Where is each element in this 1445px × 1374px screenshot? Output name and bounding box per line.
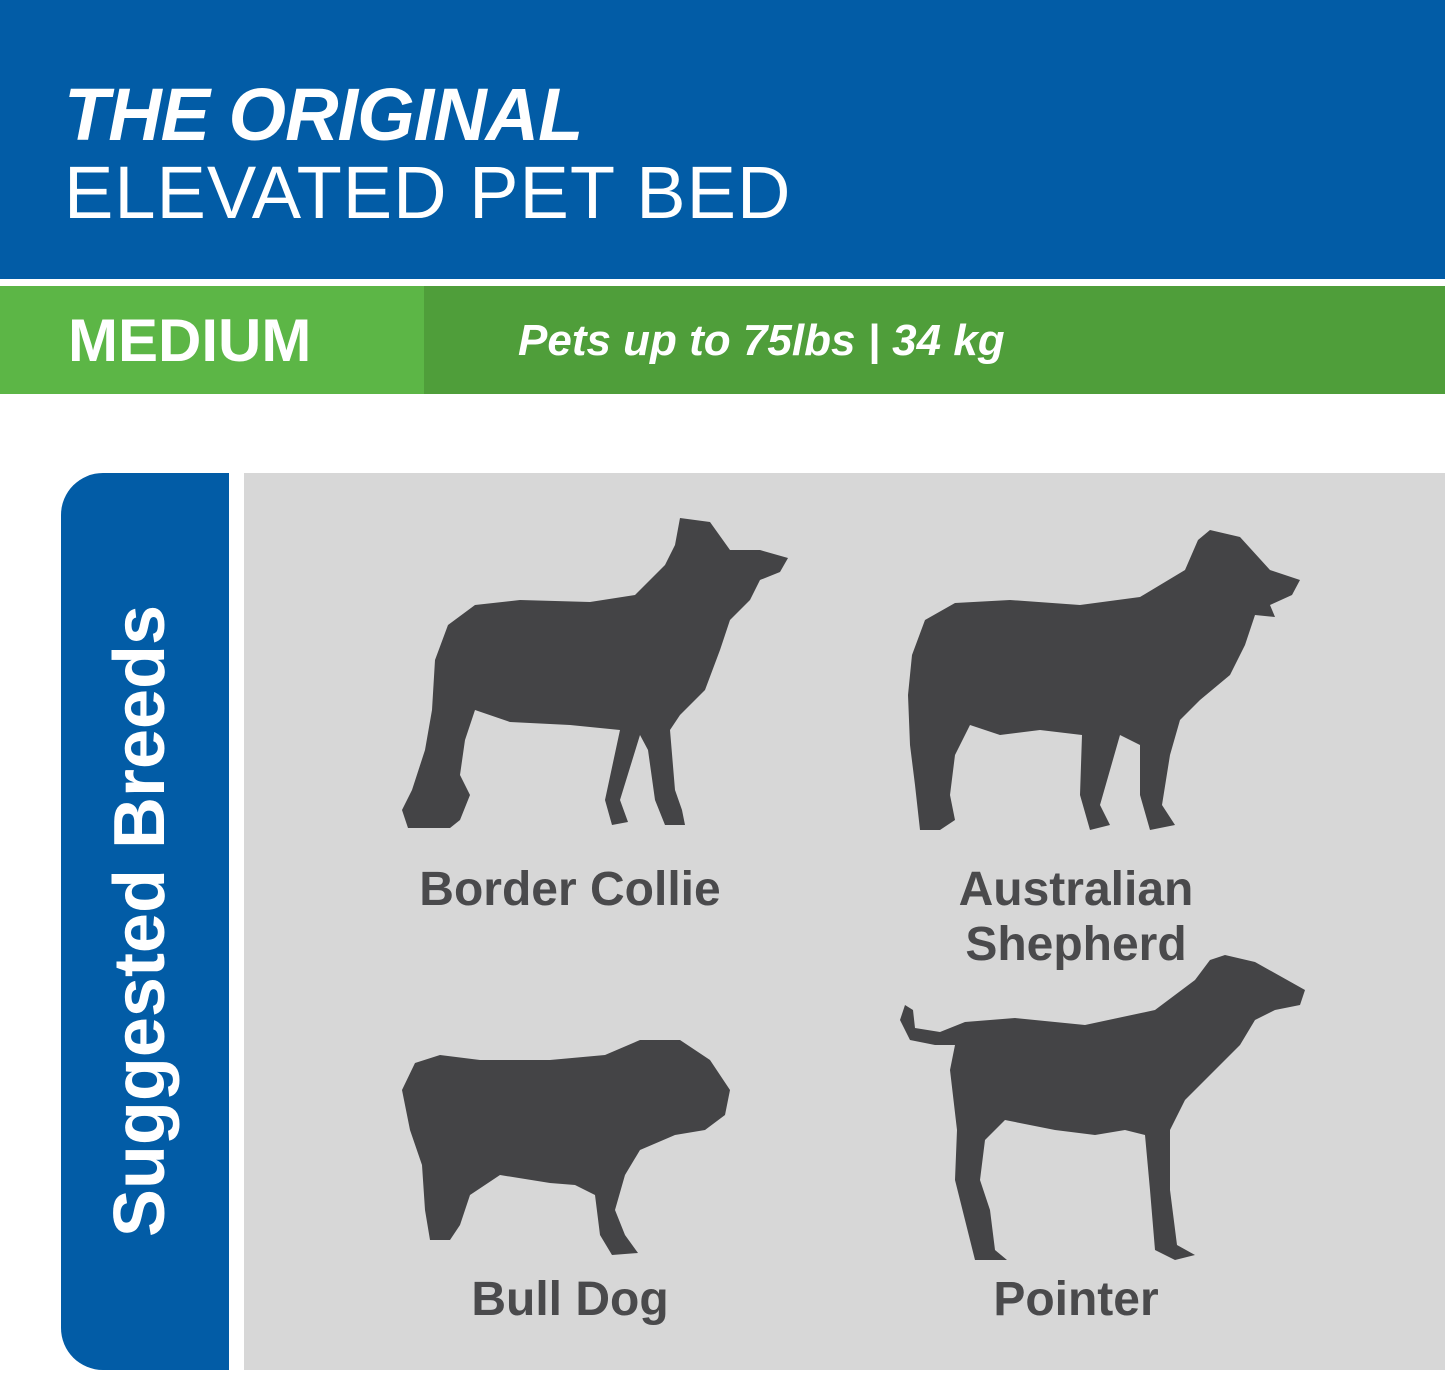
- capacity-label: Pets up to 75lbs | 34 kg: [518, 316, 1005, 365]
- size-cell: MEDIUM: [0, 286, 424, 394]
- breed-name: Bull Dog: [471, 1273, 669, 1326]
- title-line-1: THE ORIGINAL: [64, 73, 583, 156]
- border-collie-silhouette-icon: [402, 518, 788, 828]
- breed-name: Border Collie: [419, 863, 721, 916]
- pointer-silhouette-icon: [900, 955, 1305, 1260]
- size-label: MEDIUM: [68, 307, 312, 374]
- breed-name: Australian Shepherd: [958, 863, 1194, 971]
- size-bar: MEDIUM Pets up to 75lbs | 34 kg: [0, 286, 1445, 394]
- title-line-2: ELEVATED PET BED: [64, 151, 792, 234]
- australian-shepherd-silhouette-icon: [908, 530, 1300, 830]
- suggested-breeds-tab: [61, 473, 229, 1370]
- breed-name: Pointer: [993, 1273, 1159, 1326]
- suggested-breeds-label: Suggested Breeds: [100, 604, 180, 1238]
- bulldog-silhouette-icon: [402, 1040, 730, 1255]
- header-banner: THE ORIGINAL ELEVATED PET BED: [0, 0, 1445, 279]
